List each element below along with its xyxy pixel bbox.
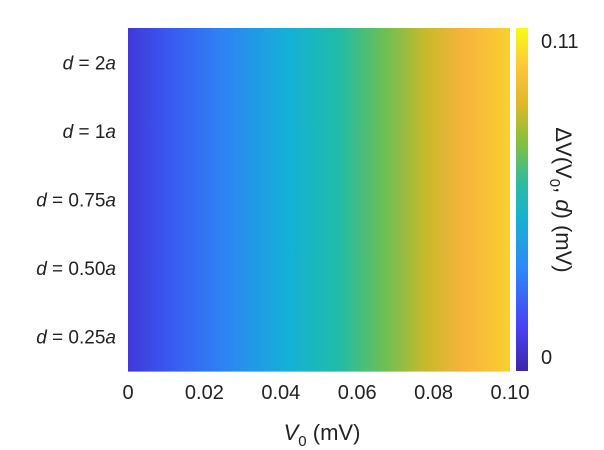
x-tick-label: 0.08 <box>414 382 453 404</box>
row-label-unit: a <box>105 259 116 280</box>
row-label-unit: a <box>105 122 116 143</box>
colorbar-title-subscript: 0 <box>546 179 563 187</box>
colorbar-title-tail: ) (mV) <box>551 212 576 273</box>
row-label-var: d <box>63 122 75 143</box>
y-tick-label: d = 1a <box>63 122 116 143</box>
heatmap-plot-area <box>128 28 510 372</box>
y-tick-label: d = 2a <box>63 53 116 74</box>
x-axis-unit: (mV) <box>313 420 361 445</box>
colorbar-min-label: 0 <box>541 347 552 369</box>
heatmap-row <box>128 302 510 372</box>
x-tick-label: 0 <box>122 382 133 404</box>
row-label-value: = 0.75 <box>47 191 106 212</box>
heatmap-row <box>128 165 510 235</box>
heatmap-row <box>128 233 510 303</box>
row-label-unit: a <box>105 191 116 212</box>
colorbar-max-label: 0.11 <box>541 31 578 53</box>
x-tick-label: 0.02 <box>185 382 224 404</box>
x-tick-label: 0.04 <box>261 382 300 404</box>
colorbar: 0.11 0 ΔV(V0, d) (mV) <box>516 28 578 371</box>
row-label-value: = 0.50 <box>47 259 106 280</box>
heatmap-row <box>128 28 510 98</box>
row-label-value: = 2 <box>73 53 105 74</box>
row-label-var: d <box>63 53 75 74</box>
x-tick-label: 0.10 <box>491 382 530 404</box>
colorbar-title-var: d <box>551 199 576 212</box>
row-label-unit: a <box>105 328 116 349</box>
x-tick-label: 0.06 <box>338 382 377 404</box>
x-axis-title: V0 (mV) <box>284 420 361 450</box>
x-tick-labels: 0 0.02 0.04 0.06 0.08 0.10 <box>122 382 529 404</box>
x-axis-subscript: 0 <box>298 433 306 450</box>
colorbar-title: ΔV(V0, d) (mV) <box>546 127 576 272</box>
colorbar-title-mid: , <box>551 187 576 199</box>
row-label-var: d <box>36 191 48 212</box>
row-label-var: d <box>36 328 48 349</box>
row-label-value: = 1 <box>73 122 105 143</box>
x-axis-symbol: V <box>284 420 301 445</box>
heatmap-row <box>128 96 510 166</box>
y-tick-label: d = 0.50a <box>36 259 116 280</box>
y-tick-label: d = 0.25a <box>36 328 116 349</box>
colorbar-gradient <box>516 28 528 371</box>
row-label-var: d <box>36 259 48 280</box>
colorbar-title-delta: ΔV(V <box>551 127 576 179</box>
y-tick-label: d = 0.75a <box>36 191 116 212</box>
row-label-value: = 0.25 <box>47 328 106 349</box>
row-label-unit: a <box>105 53 116 74</box>
